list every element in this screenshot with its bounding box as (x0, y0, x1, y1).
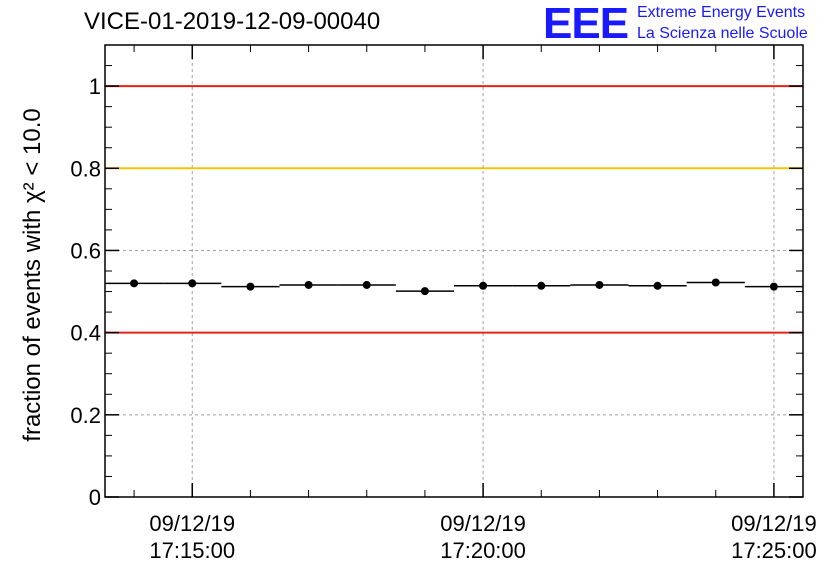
plot-frame (104, 44, 804, 498)
data-point (653, 281, 662, 290)
x-tick-date-label: 09/12/19 (440, 511, 526, 536)
y-axis-label: fraction of events with χ² < 10.0 (19, 108, 46, 441)
data-point (130, 279, 139, 288)
data-point (769, 282, 778, 291)
y-tick-label: 0.4 (70, 321, 101, 346)
eee-logo: EEE (543, 0, 629, 48)
x-tick-date-label: 09/12/19 (149, 511, 235, 536)
data-point (420, 287, 429, 296)
data-point (595, 280, 604, 289)
data-point (479, 281, 488, 290)
data-point (537, 281, 546, 290)
chart-title: VICE-01-2019-12-09-00040 (84, 8, 381, 35)
data-point (362, 280, 371, 289)
data-point (304, 280, 313, 289)
y-tick-label: 0 (89, 485, 101, 510)
x-tick-time-label: 17:25:00 (731, 538, 817, 563)
y-tick-label: 1 (89, 74, 101, 99)
data-series (105, 278, 803, 296)
y-tick-label: 0.6 (70, 238, 101, 263)
data-point (711, 278, 720, 287)
x-tick-time-label: 17:20:00 (440, 538, 526, 563)
logo-line-1: Extreme Energy Events (637, 4, 806, 21)
x-tick-time-label: 17:15:00 (149, 538, 235, 563)
data-point (188, 279, 197, 288)
grid (105, 45, 803, 497)
y-tick-label: 0.8 (70, 156, 101, 181)
x-tick-date-label: 09/12/19 (731, 511, 817, 536)
logo-line-2: La Scienza nelle Scuole (637, 25, 808, 42)
axes: 00.20.40.60.8109/12/1917:15:0009/12/1917… (19, 45, 817, 563)
reference-lines (105, 85, 803, 334)
data-point (246, 282, 255, 291)
y-tick-label: 0.2 (70, 403, 101, 428)
